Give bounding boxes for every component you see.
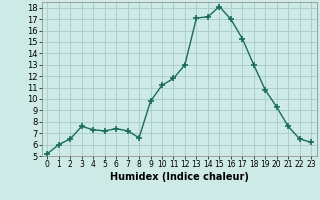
X-axis label: Humidex (Indice chaleur): Humidex (Indice chaleur): [110, 172, 249, 182]
